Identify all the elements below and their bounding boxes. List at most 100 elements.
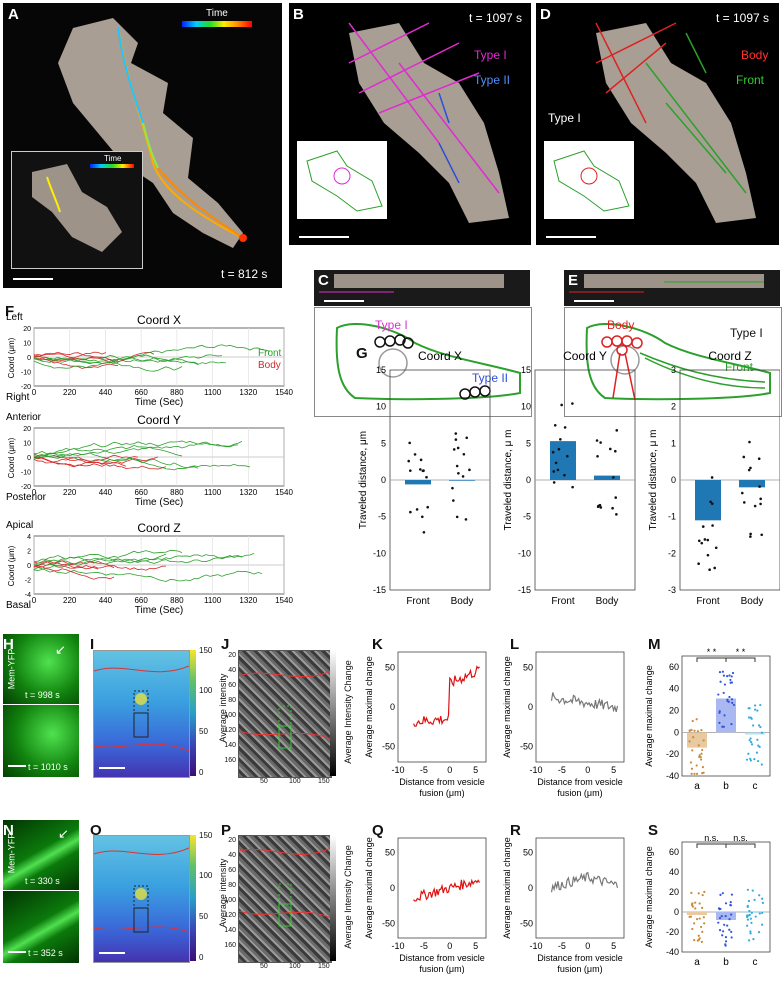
data-point [711,524,714,527]
data-point [599,441,602,444]
front-label: Front [725,360,754,374]
data-point [721,725,724,728]
legend-type2: Type II [474,73,511,87]
data-point [728,918,731,921]
data-point [701,893,704,897]
data-point [730,722,733,726]
panel-c-diagram: Type I Type II [314,307,532,417]
data-point [563,473,566,477]
x-tick-label: 1320 [239,388,257,397]
y-axis-label: Average maximal change [364,837,374,938]
y-axis-label: Coord (μm) [7,437,16,478]
x-tick-label: 0 [447,941,452,951]
y-tick-label: 10 [23,341,31,348]
data-point [698,754,701,757]
timestamp: t = 998 s [25,690,60,700]
cbar-tick: 0 [199,768,204,777]
data-point [701,930,704,933]
y-tick-label: 50 [385,847,395,857]
data-point [709,500,712,504]
front-track [33,550,183,563]
data-point [698,902,701,905]
panel-label-b: B [293,6,304,23]
y-tick-label: 2 [27,549,31,556]
y-tick-label: -10 [518,548,531,558]
colorbar-p [330,835,336,961]
data-point [413,453,417,456]
data-point [700,925,703,929]
data-point [692,736,695,739]
data-point [724,944,727,947]
y-tick-label: 0 [390,883,395,893]
front-track [33,455,199,469]
y-tick-label: 20 [669,887,679,897]
y-tick-label: 3 [671,365,676,375]
data-point [754,915,757,918]
panel-e-strip [564,270,780,306]
arrow-icon: ↙ [58,826,69,841]
inset-time-label: Time [104,154,122,163]
panel-n-top: ↙ Mem-YFP t = 330 s [3,820,79,890]
panel-n-bottom: t = 352 s [3,891,79,963]
data-point [750,740,753,744]
data-point [742,501,746,504]
panel-h-bottom: t = 1010 s [3,705,79,777]
data-point [721,670,724,673]
x-tick-label: 880 [170,596,184,605]
bar [695,480,721,521]
data-point [759,703,762,707]
panel-label-a: A [8,6,19,23]
x-tick-label: 440 [99,488,113,497]
y-tick-label: 0 [27,455,31,462]
data-point [710,502,714,505]
data-point [748,739,751,742]
data-point [720,914,723,918]
x-axis-label: Distance from vesicle [399,777,485,787]
inset-tracks [297,141,387,219]
body-track [33,565,115,580]
data-point [761,911,764,915]
data-point [551,450,555,454]
y-tick-label: 50 [385,663,395,673]
panel-label-e: E [568,272,579,289]
data-point [721,934,724,937]
data-point [689,761,693,764]
data-point [757,457,761,461]
data-point [748,909,751,913]
panel-label-m: M [648,636,661,653]
chart-title: Coord Z [137,521,180,535]
trace-line [550,692,619,713]
data-point [559,438,562,441]
data-point [419,458,423,462]
scale-bar [99,952,125,954]
data-point [597,504,600,508]
panel-d-image: t = 1097 s Body Front Type I [536,3,779,245]
y-tick-label: 140 [224,927,236,934]
data-point [690,767,694,770]
y-tick-label: 1 [671,438,676,448]
data-point [702,916,705,919]
data-point [695,764,698,767]
body-track [33,351,155,363]
data-point [746,918,750,921]
legend-type1: Type I [474,48,507,62]
data-point [615,513,618,516]
y-tick-label: -20 [666,749,679,759]
data-point [690,772,693,775]
data-point [556,468,560,472]
y-tick-label: -5 [523,512,531,522]
data-point [717,907,721,910]
y-tick-label: 20 [23,326,31,333]
y-tick-label: 60 [669,662,679,672]
data-point [719,680,722,683]
sig-bracket [696,843,727,848]
y-tick-label: 10 [521,402,531,412]
data-point [425,475,428,479]
data-point [426,505,430,509]
plot-frame [681,655,771,777]
data-point [691,902,694,905]
data-point [693,922,696,925]
